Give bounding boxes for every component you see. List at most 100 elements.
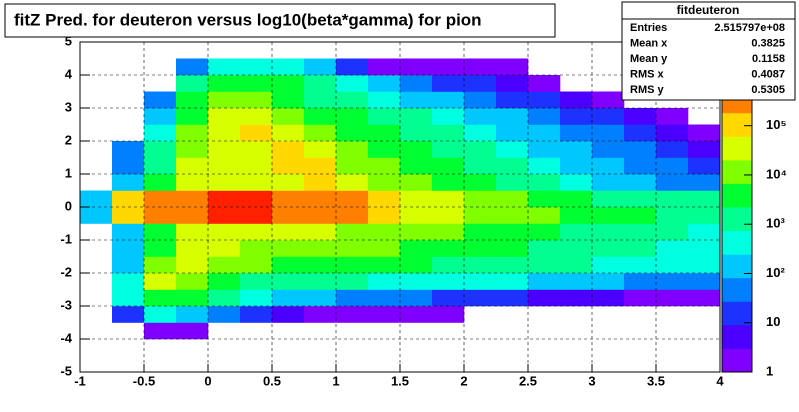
cell [432,207,465,224]
cell [304,240,337,257]
cell [368,141,401,158]
palette-step [722,112,752,137]
cell [304,207,337,224]
cell [528,289,561,307]
cell [656,141,689,158]
cell [304,58,337,76]
cell [144,190,177,208]
cell [560,207,593,224]
cell [432,141,465,158]
cell [464,124,497,142]
frame [79,41,721,373]
cell [304,91,337,109]
cell [464,289,497,307]
cell [272,124,305,142]
cell [464,223,497,241]
cell [592,174,625,191]
stats-label: Entries [630,22,667,34]
cell [112,223,145,241]
cell [176,75,209,92]
cell [432,306,465,323]
cell [624,289,657,307]
cell [432,58,465,76]
stats-label: RMS x [630,68,665,80]
cell [496,108,529,125]
cell [176,256,209,274]
cell [176,207,209,224]
cell [688,141,721,158]
z-tick-label: 1 [766,363,773,378]
cell [624,207,657,224]
cell [336,273,369,290]
cell [400,157,433,175]
stats-value: 0.5305 [751,84,785,96]
cell [176,58,209,76]
cell [400,256,433,274]
cell [688,289,721,307]
palette-step [722,301,752,326]
cell [496,273,529,290]
y-tick-label: 0 [65,198,72,213]
cell [336,91,369,109]
cell [304,190,337,208]
cell [496,207,529,224]
cell [368,190,401,208]
cell [336,223,369,241]
cell [240,174,273,191]
cell [208,306,241,323]
y-tick-label: -4 [60,330,72,345]
y-tick-label: 2 [65,132,72,147]
cell [304,273,337,290]
cell [336,174,369,191]
cell [432,174,465,191]
cell [304,141,337,158]
cell [208,207,241,224]
cell [528,157,561,175]
cell [272,141,305,158]
cell [240,108,273,125]
cell [432,273,465,290]
x-tick-label: 4 [716,373,724,388]
cell [464,58,497,76]
cell [656,174,689,191]
cell [176,289,209,307]
cell [144,91,177,109]
cell [624,223,657,241]
cell [176,174,209,191]
cell [592,207,625,224]
cell [464,174,497,191]
y-tick-label: -1 [60,231,72,246]
cell [496,289,529,307]
stats-label: RMS y [630,84,665,96]
cell [560,273,593,290]
z-tick-label: 10³ [766,216,785,231]
cell [144,289,177,307]
cell [400,240,433,257]
cell [688,273,721,290]
cell [144,174,177,191]
palette-step [722,230,752,255]
cell [496,141,529,158]
cell [400,289,433,307]
cell [336,124,369,142]
y-tick-label: 4 [65,66,73,81]
cell [304,157,337,175]
cell [240,273,273,290]
cell [496,58,529,76]
cell [464,141,497,158]
cell [528,174,561,191]
x-tick-label: 2 [460,373,467,388]
cell [496,75,529,92]
cell [432,124,465,142]
cell [368,91,401,109]
cell [656,256,689,274]
cell [592,240,625,257]
cell [592,273,625,290]
cell [144,157,177,175]
cell [688,223,721,241]
cell [496,190,529,208]
cell [272,289,305,307]
cell [176,322,209,340]
cell [400,91,433,109]
cell [112,157,145,175]
